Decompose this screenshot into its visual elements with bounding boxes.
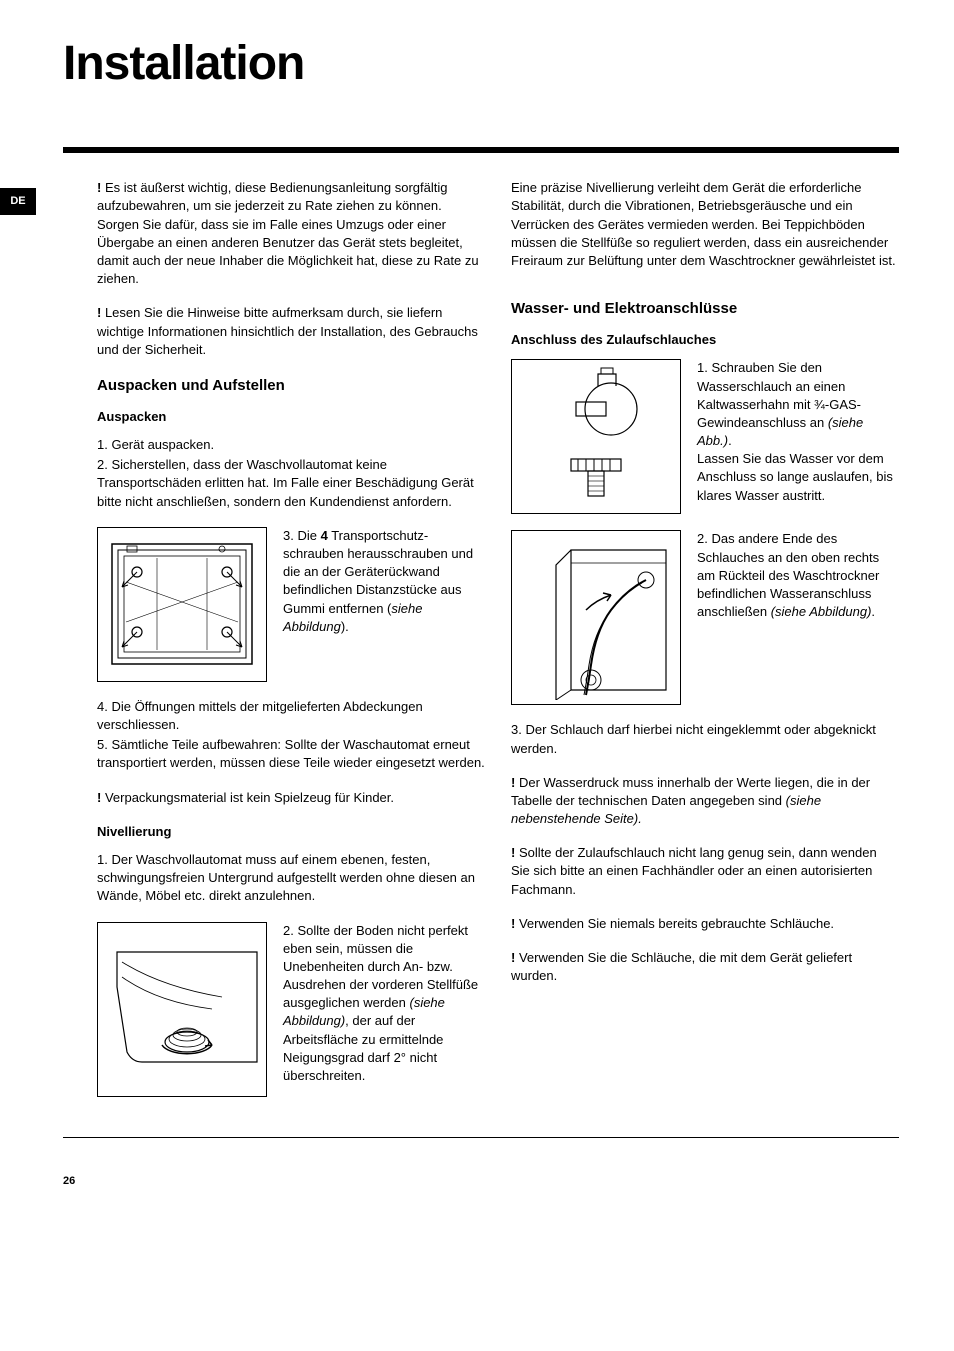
- body-text: Sollte der Zulaufschlauch nicht lang gen…: [511, 845, 877, 896]
- step-text: 4. Die Öffnungen mittels der mitgeliefer…: [97, 698, 485, 734]
- body-text: .: [871, 604, 875, 619]
- body-text: .: [728, 433, 732, 448]
- figure-row: 2. Sollte der Boden nicht perfekt eben s…: [97, 922, 485, 1097]
- subsection-heading: Anschluss des Zulaufschlauches: [511, 331, 899, 349]
- column-left: ! Es ist äußerst wichtig, diese Bedienun…: [97, 179, 485, 1112]
- warning-icon: !: [511, 775, 519, 790]
- figure-levelling-feet: [97, 922, 267, 1097]
- figure-water-tap: [511, 359, 681, 514]
- body-text: Verwenden Sie niemals bereits gebrauchte…: [519, 916, 834, 931]
- warning-icon: !: [511, 950, 519, 965]
- divider-top: [63, 147, 899, 153]
- page-container: DE Installation ! Es ist äußerst wichtig…: [0, 0, 954, 1209]
- warning-icon: !: [511, 845, 519, 860]
- body-text: Lesen Sie die Hinweise bitte aufmerksam …: [97, 305, 478, 356]
- page-title: Installation: [63, 30, 899, 97]
- body-text: 2. Sollte der Boden nicht perfekt eben s…: [283, 923, 478, 1011]
- warning-paragraph: ! Verwenden Sie die Schläuche, die mit d…: [511, 949, 899, 985]
- warning-icon: !: [97, 305, 105, 320]
- bold-number: 4: [321, 528, 328, 543]
- subsection-heading: Nivellierung: [97, 823, 485, 841]
- subsection-heading: Auspacken: [97, 408, 485, 426]
- figure-hose-back: [511, 530, 681, 705]
- warning-paragraph: ! Es ist äußerst wichtig, diese Bedienun…: [97, 179, 485, 288]
- column-right: Eine präzise Nivellierung verleiht dem G…: [511, 179, 899, 1112]
- step-text: 1. Der Waschvollautomat muss auf einem e…: [97, 851, 485, 906]
- divider-bottom: [63, 1137, 899, 1138]
- figure-caption: 3. Die 4 Transportschutz-schrauben herau…: [283, 527, 485, 636]
- step-text: 1. Gerät auspacken.: [97, 436, 485, 454]
- tap-connection-diagram-icon: [516, 364, 676, 509]
- figure-caption: 2. Sollte der Boden nicht perfekt eben s…: [283, 922, 485, 1086]
- figure-caption: 1. Schrauben Sie den Wasserschlauch an e…: [697, 359, 899, 505]
- body-paragraph: Eine präzise Nivellierung verleiht dem G…: [511, 179, 899, 270]
- hose-back-diagram-icon: [516, 535, 676, 700]
- warning-paragraph: ! Verpackungsmaterial ist kein Spielzeug…: [97, 789, 485, 807]
- warning-icon: !: [97, 180, 105, 195]
- section-heading: Auspacken und Aufstellen: [97, 375, 485, 396]
- body-text: Lassen Sie das Wasser vor dem Anschluss …: [697, 451, 893, 502]
- warning-icon: !: [511, 916, 519, 931]
- figure-row: 3. Die 4 Transportschutz-schrauben herau…: [97, 527, 485, 682]
- figure-row: 2. Das andere Ende des Schlauches an den…: [511, 530, 899, 705]
- warning-paragraph: ! Lesen Sie die Hinweise bitte aufmerksa…: [97, 304, 485, 359]
- warning-icon: !: [97, 790, 105, 805]
- content-columns: ! Es ist äußerst wichtig, diese Bedienun…: [97, 179, 899, 1112]
- washer-back-diagram-icon: [102, 532, 262, 677]
- warning-paragraph: ! Der Wasserdruck muss innerhalb der Wer…: [511, 774, 899, 829]
- warning-paragraph: ! Verwenden Sie niemals bereits gebrauch…: [511, 915, 899, 933]
- figure-row: 1. Schrauben Sie den Wasserschlauch an e…: [511, 359, 899, 514]
- body-text: ).: [341, 619, 349, 634]
- language-tab: DE: [0, 188, 36, 215]
- body-text: Verpackungsmaterial ist kein Spielzeug f…: [105, 790, 394, 805]
- body-text: Es ist äußerst wichtig, diese Bedienungs…: [97, 180, 479, 286]
- body-text: 3. Die: [283, 528, 321, 543]
- step-text: 2. Sicherstellen, dass der Waschvollauto…: [97, 456, 485, 511]
- levelling-foot-diagram-icon: [102, 927, 262, 1092]
- figure-transport-screws: [97, 527, 267, 682]
- step-text: 5. Sämtliche Teile aufbewahren: Sollte d…: [97, 736, 485, 772]
- page-number: 26: [63, 1174, 899, 1189]
- step-text: 3. Der Schlauch darf hierbei nicht einge…: [511, 721, 899, 757]
- body-text: Verwenden Sie die Schläuche, die mit dem…: [511, 950, 852, 983]
- warning-paragraph: ! Sollte der Zulaufschlauch nicht lang g…: [511, 844, 899, 899]
- italic-text: (siehe Abbildung): [771, 604, 872, 619]
- figure-caption: 2. Das andere Ende des Schlauches an den…: [697, 530, 899, 621]
- section-heading: Wasser- und Elektroanschlüsse: [511, 298, 899, 319]
